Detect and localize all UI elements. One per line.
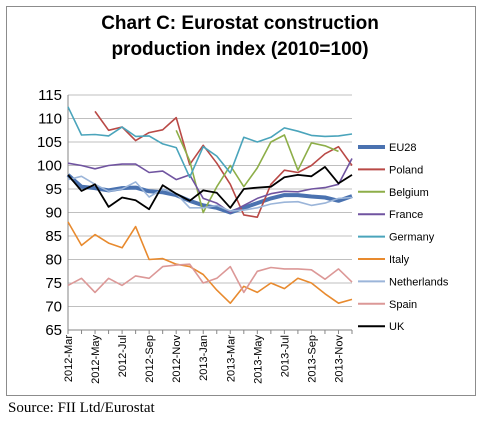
y-tick-label: 85 [45,228,62,245]
y-tick-label: 90 [45,205,62,222]
y-tick-label: 95 [45,181,62,198]
y-tick-label: 100 [37,158,62,175]
series-line-germany [67,106,353,179]
legend-label-poland: Poland [389,164,423,176]
series-line-france [67,158,353,214]
series-line-belgium [175,129,339,214]
chart-title-line-2: production index (2010=100) [111,39,369,60]
legend-label-uk: UK [389,321,405,333]
legend-label-germany: Germany [389,232,435,244]
x-tick-label: 2012-Nov [171,335,183,383]
x-tick-label: 2013-May [252,335,264,384]
source-note: Source: FII Ltd/Eurostat [8,400,155,416]
line-chart: 65 70 75 80 85 90 95 100 105 110 115 2012-Mar 2012-M… [37,87,449,384]
series-line-netherlands [67,175,353,212]
legend-label-netherlands: Netherlands [389,276,449,288]
series-line-poland [94,110,353,218]
y-tick-label: 75 [45,275,62,292]
chart-frame [6,6,476,396]
legend-label-spain: Spain [389,299,417,311]
series-layer [66,106,353,304]
x-tick-label: 2013-Nov [333,335,345,383]
series-line-italy [67,221,353,304]
y-tick-label: 105 [37,134,62,151]
x-tick-label: 2012-Jul [117,335,129,377]
y-tick-label: 115 [38,87,62,104]
x-tick-label: 2013-Jul [279,335,291,377]
series-line-uk [67,166,353,211]
x-tick-label: 2012-Mar [63,335,75,382]
legend-label-italy: Italy [389,254,410,266]
y-tick-label: 80 [45,252,62,269]
x-tick-label: 2013-Jan [198,335,210,381]
legend-label-france: France [389,209,423,221]
x-tick-label: 2013-Mar [225,335,237,382]
chart-title: Chart C: Eurostat construction productio… [90,11,390,63]
legend: EU28 Poland Belgium France Germany Italy Nethe… [358,142,449,333]
y-tick-label: 110 [38,111,62,128]
legend-label-belgium: Belgium [389,187,429,199]
legend-label-eu28: EU28 [389,142,417,154]
axis-layer: 65 70 75 80 85 90 95 100 105 110 115 2012-Mar 2012-M… [37,87,353,384]
y-tick-label: 70 [45,299,62,316]
x-tick-label: 2013-Sep [306,335,318,383]
y-tick-label: 65 [45,322,62,339]
series-line-spain [67,263,353,294]
x-tick-label: 2012-Sep [144,335,156,383]
chart-title-line-1: Chart C: Eurostat construction [101,13,379,34]
x-tick-label: 2012-May [90,335,102,384]
